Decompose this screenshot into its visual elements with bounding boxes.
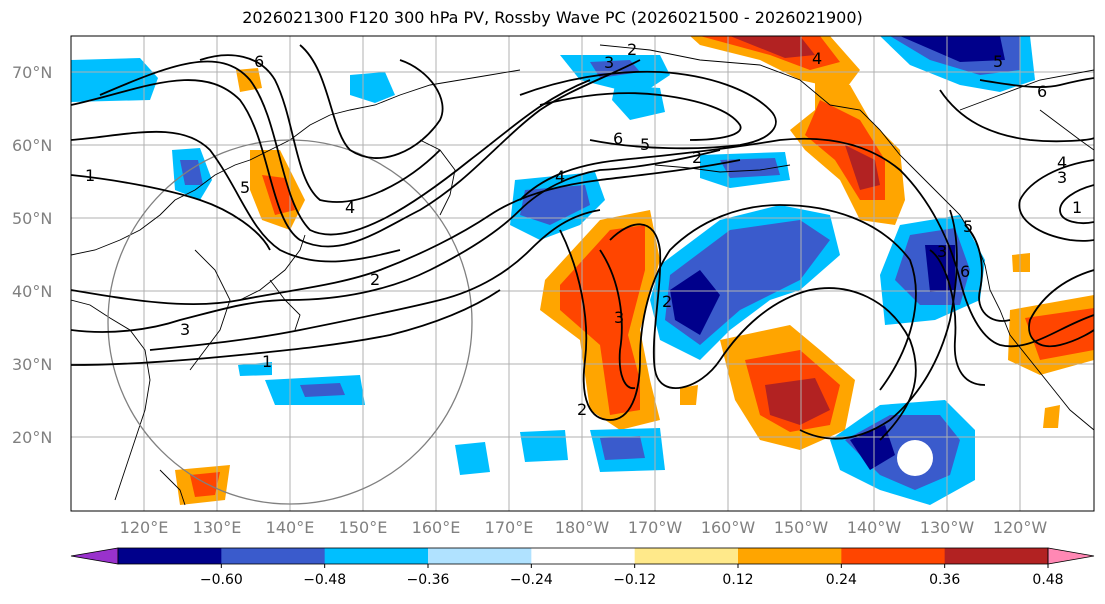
lon-label: 130°W	[920, 518, 975, 537]
anomaly-negative	[71, 58, 158, 102]
contour-label: 5	[993, 52, 1003, 71]
contour-label: 6	[960, 262, 970, 281]
colorbar-frame	[117, 547, 1049, 565]
anomaly-positive	[845, 145, 880, 190]
lon-label: 170°E	[485, 518, 534, 537]
anomaly-negative	[238, 362, 272, 376]
lat-label: 50°N	[12, 209, 52, 228]
anomaly-positive	[1025, 308, 1094, 360]
anomaly-negative	[350, 72, 395, 103]
lat-label: 70°N	[12, 63, 52, 82]
chart-title: 2026021300 F120 300 hPa PV, Rossby Wave …	[242, 8, 863, 27]
colorbar-segment	[634, 548, 739, 564]
lon-label: 140°W	[847, 518, 902, 537]
map-frame	[70, 35, 1095, 512]
colorbar-segment	[531, 548, 636, 564]
shaded-anomaly-layer	[71, 36, 1094, 505]
anomaly-negative	[300, 383, 345, 397]
anomaly-negative	[455, 442, 490, 475]
lon-label: 150°W	[774, 518, 829, 537]
colorbar-tick-label: −0.60	[200, 572, 243, 588]
contour-label: 6	[1037, 82, 1047, 101]
anomaly-positive	[1043, 405, 1060, 428]
anomaly-positive	[765, 378, 830, 425]
contour-label: 5	[640, 135, 650, 154]
anomaly-negative	[520, 430, 568, 462]
contour-label: 6	[613, 129, 623, 148]
lon-label: 140°E	[266, 518, 315, 537]
contour-label: 2	[692, 148, 702, 167]
anomaly-negative	[600, 436, 645, 460]
colorbar-segment	[324, 548, 429, 564]
anomaly-positive	[680, 385, 698, 405]
anomaly-positive	[560, 225, 645, 415]
colorbar-tick-label: 0.48	[1032, 572, 1063, 588]
anomaly-hole	[897, 440, 933, 476]
contour-label: 2	[627, 40, 637, 59]
anomaly-negative	[590, 60, 640, 78]
colorbar-segment	[841, 548, 946, 564]
contour-label: 4	[812, 49, 822, 68]
lon-label: 120°W	[993, 518, 1048, 537]
colorbar-segment	[944, 548, 1049, 564]
contour-label: 3	[1057, 168, 1067, 187]
lat-label: 30°N	[12, 355, 52, 374]
contour-label: 2	[370, 270, 380, 289]
contour-label: 3	[614, 308, 624, 327]
lon-label: 120°E	[120, 518, 169, 537]
contour-label: 6	[254, 52, 264, 71]
colorbar-tick-label: 0.24	[826, 572, 857, 588]
contour-label: 2	[577, 400, 587, 419]
colorbar-extend-max	[1047, 547, 1095, 565]
contour-label: 3	[937, 242, 947, 261]
lon-label: 160°W	[701, 518, 756, 537]
lon-label: 150°E	[339, 518, 388, 537]
contour-label: 1	[85, 166, 95, 185]
lon-label: 130°E	[193, 518, 242, 537]
lon-label: 180°W	[555, 518, 610, 537]
lat-label: 40°N	[12, 282, 52, 301]
anomaly-positive	[730, 36, 815, 58]
lat-label: 60°N	[12, 136, 52, 155]
reference-circle	[107, 139, 473, 505]
lat-label: 20°N	[12, 428, 52, 447]
contour-label: 2	[662, 292, 672, 311]
colorbar-extend-min	[70, 547, 119, 565]
colorbar: −0.60 −0.48 −0.36 −0.24 −0.12 0.12 0.24 0.36 0.4…	[70, 547, 1095, 588]
coastlines	[71, 44, 1094, 506]
colorbar-tick-label: 0.36	[929, 572, 960, 588]
longitude-labels: 120°E 130°E 140°E 150°E 160°E 170°E 180°…	[120, 518, 1048, 537]
colorbar-segment	[428, 548, 532, 564]
contour-label: 1	[1072, 198, 1082, 217]
contour-label: 3	[604, 53, 614, 72]
lon-label: 160°E	[412, 518, 461, 537]
contour-label: 4	[345, 198, 355, 217]
contour-label: 4	[555, 167, 565, 186]
anomaly-negative	[720, 158, 780, 178]
colorbar-tick-label: −0.24	[510, 572, 553, 588]
anomaly-negative	[180, 160, 203, 185]
contour-label: 5	[240, 178, 250, 197]
colorbar-tick-label: −0.12	[613, 572, 656, 588]
contour-label: 1	[262, 352, 272, 371]
anomaly-negative	[670, 270, 720, 335]
colorbar-tick-label: −0.48	[303, 572, 346, 588]
colorbar-segment	[118, 548, 222, 564]
contour-labels: 1 2 3 4 5 6 1 2 3 4 5 6 2 3 2 2 4 5 6 4 …	[85, 40, 1082, 419]
pv-contours	[71, 44, 1094, 441]
contour-label: 4	[1057, 153, 1067, 172]
anomaly-positive	[1012, 253, 1030, 272]
colorbar-segment	[738, 548, 842, 564]
lon-label: 170°W	[628, 518, 683, 537]
contour-label: 3	[180, 320, 190, 339]
colorbar-tick-label: 0.12	[722, 572, 753, 588]
colorbar-tick-label: −0.36	[407, 572, 450, 588]
contour-label: 5	[963, 217, 973, 236]
latitude-labels: 70°N 60°N 50°N 40°N 30°N 20°N	[12, 63, 52, 447]
colorbar-segment	[221, 548, 326, 564]
anomaly-negative	[900, 36, 1005, 62]
